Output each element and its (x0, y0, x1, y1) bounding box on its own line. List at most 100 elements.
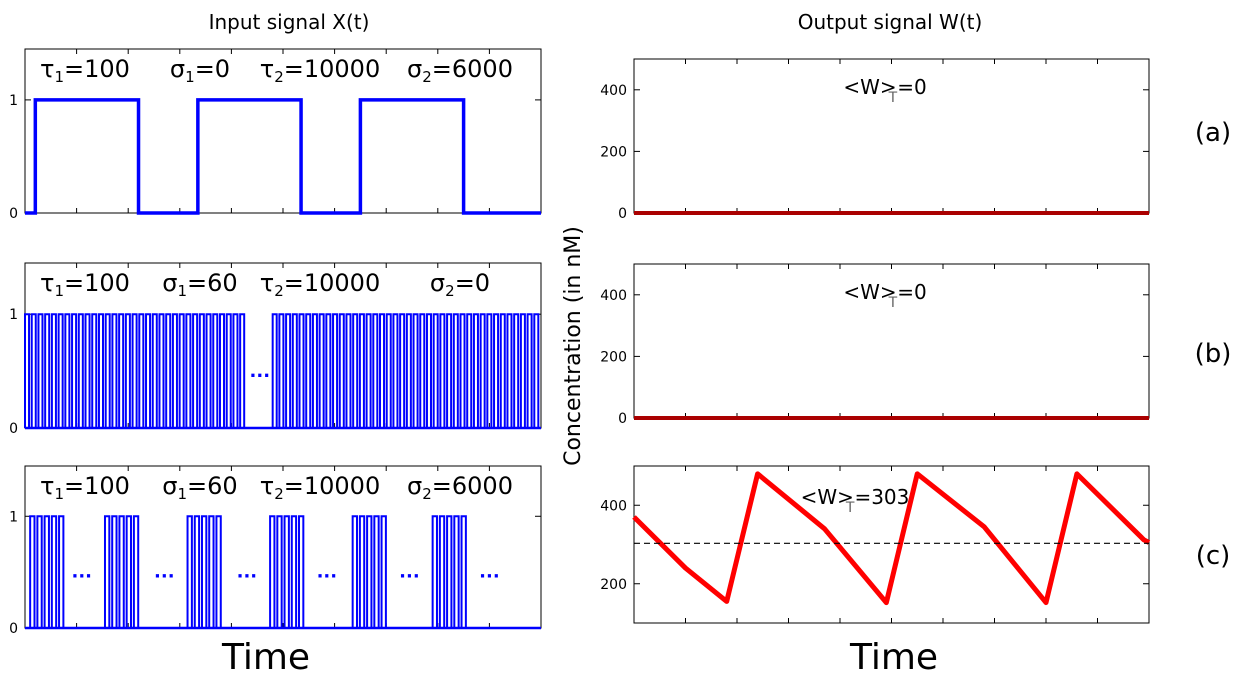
input-panel-c-pulse-train (351, 515, 389, 629)
output-signal-title: Output signal W(t) (798, 10, 983, 34)
output-panel-c-average-pre: <W> (801, 485, 854, 509)
input-panel-a-param-1: τ1=100 (40, 55, 130, 86)
input-panel-b-param-2: σ1=60 (162, 269, 237, 300)
input-panel-b-y-tick-label: 0 (9, 421, 18, 437)
input-panel-c-param-value: =6000 (432, 472, 513, 500)
input-panel-c-param-1: τ1=100 (40, 472, 130, 503)
output-panel-b-average-pre: <W> (843, 280, 896, 304)
input-panel-b-ellipsis: ... (250, 361, 271, 382)
input-panel-b-param-4: σ2=0 (430, 269, 490, 300)
input-panel-c-param-subscript: 1 (54, 485, 64, 503)
output-panel-c-average-value: =303 (854, 485, 909, 509)
input-panel-c-param-symbol: σ (162, 472, 177, 500)
panel-label-a: (a) (1195, 118, 1231, 148)
input-panel-b-param-subscript: 2 (445, 282, 455, 300)
output-panel-b-average-subscript: T (888, 295, 898, 311)
input-x-axis-label: Time (221, 637, 310, 678)
input-panel-c-ellipsis: ... (237, 562, 258, 583)
input-panel-c-ellipsis: ... (399, 562, 420, 583)
output-panel-b-y-tick-label: 400 (600, 288, 627, 304)
input-panel-a-param-subscript: 2 (274, 68, 284, 86)
output-panel-a-average-label: <W>T=0 (843, 75, 926, 106)
output-panel-a-average-subscript: T (888, 90, 898, 106)
input-panel-b-param-value: =100 (64, 269, 130, 297)
input-panel-c-pulse-train (103, 515, 142, 629)
input-panel-b-param-3: τ2=10000 (260, 269, 380, 300)
output-panel-b-y-tick-label: 200 (600, 349, 627, 365)
input-panel-a-param-3: τ2=10000 (260, 55, 380, 86)
input-panel-c-param-value: =10000 (284, 472, 380, 500)
input-panel-c-param-subscript: 2 (274, 485, 284, 503)
input-panel-a-y-tick-label: 1 (9, 93, 18, 109)
input-panel-c-param-subscript: 2 (422, 485, 432, 503)
input-panel-b-param-symbol: σ (430, 269, 445, 297)
input-panel-a-param-symbol: σ (407, 55, 422, 83)
input-panel-a-param-symbol: τ (40, 55, 54, 83)
input-panel-b-param-1: τ1=100 (40, 269, 130, 300)
input-panel-c-pulse-train (431, 515, 469, 629)
input-panel-a-param-value: =6000 (432, 55, 513, 83)
input-panel-a-param-subscript: 2 (422, 68, 432, 86)
input-panel-c-param-4: σ2=6000 (407, 472, 513, 503)
input-panel-a-param-symbol: σ (170, 55, 185, 83)
input-panel-b-param-symbol: τ (40, 269, 54, 297)
output-y-axis-label: Concentration (in nM) (561, 226, 586, 466)
input-panel-a-param-4: σ2=6000 (407, 55, 513, 86)
input-panel-b-param-subscript: 2 (274, 282, 284, 300)
input-panel-c-param-symbol: σ (407, 472, 422, 500)
input-panel-c-pulse-train (269, 515, 307, 629)
output-panel-b-y-tick-label: 0 (618, 411, 627, 427)
input-panel-b-pulse-train (24, 313, 247, 429)
input-panel-c-param-2: σ1=60 (162, 472, 237, 503)
output-panel-a-average-pre: <W> (843, 75, 896, 99)
input-signal-title: Input signal X(t) (209, 10, 370, 34)
input-panel-b-param-symbol: σ (162, 269, 177, 297)
input-panel-b-param-subscript: 1 (54, 282, 64, 300)
input-panel-c-param-value: =60 (187, 472, 238, 500)
input-panel-b-y-tick-label: 1 (9, 307, 18, 323)
input-panel-b-param-subscript: 1 (178, 282, 188, 300)
input-panel-c-param-symbol: τ (40, 472, 54, 500)
output-panel-c-y-tick-label: 200 (600, 577, 627, 593)
input-panel-c-param-subscript: 1 (178, 485, 188, 503)
output-panel-c-output-line (632, 471, 1151, 606)
input-panel-a-param-2: σ1=0 (170, 55, 230, 86)
input-panel-a-param-value: =10000 (284, 55, 380, 83)
input-panel-a-param-value: =0 (195, 55, 230, 83)
panel-label-b: (b) (1195, 339, 1232, 369)
input-panel-a-param-symbol: τ (260, 55, 274, 83)
input-panel-c-ellipsis: ... (479, 562, 500, 583)
panel-label-c: (c) (1196, 541, 1231, 571)
input-panel-c-y-tick-label: 1 (9, 509, 18, 525)
input-panel-a-param-subscript: 1 (185, 68, 195, 86)
output-panel-c-average-subscript: T (845, 500, 855, 516)
output-x-axis-label: Time (849, 637, 938, 678)
input-panel-b-pulse-train (271, 313, 541, 429)
output-panel-a-average-value: =0 (897, 75, 926, 99)
input-panel-b-param-symbol: τ (260, 269, 274, 297)
input-panel-c-ellipsis: ... (317, 562, 338, 583)
input-panel-a-y-tick-label: 0 (9, 206, 18, 222)
output-panel-a-y-tick-label: 400 (600, 83, 627, 99)
input-panel-c-param-value: =100 (64, 472, 130, 500)
input-panel-c-ellipsis: ... (154, 562, 175, 583)
output-panel-a-y-tick-label: 0 (618, 206, 627, 222)
output-panel-c-average-label: <W>T=303 (801, 485, 910, 516)
output-panel-a-y-tick-label: 200 (600, 144, 627, 160)
output-panel-b-average-value: =0 (897, 280, 926, 304)
output-panel-b-average-label: <W>T=0 (843, 280, 926, 311)
input-panel-b-param-value: =0 (455, 269, 490, 297)
input-panel-a-param-value: =100 (64, 55, 130, 83)
output-panel-c-y-tick-label: 400 (600, 498, 627, 514)
input-panel-c-pulse-train (29, 515, 67, 629)
input-panel-c-pulse-train (186, 515, 224, 629)
input-panel-c-param-symbol: τ (260, 472, 274, 500)
input-panel-b-param-value: =60 (187, 269, 238, 297)
input-panel-a-signal-line (25, 98, 541, 215)
input-panel-c-param-3: τ2=10000 (260, 472, 380, 503)
input-panel-c-y-tick-label: 0 (9, 621, 18, 637)
input-panel-a-param-subscript: 1 (54, 68, 64, 86)
input-panel-b-param-value: =10000 (284, 269, 380, 297)
input-panel-c-ellipsis: ... (72, 562, 93, 583)
